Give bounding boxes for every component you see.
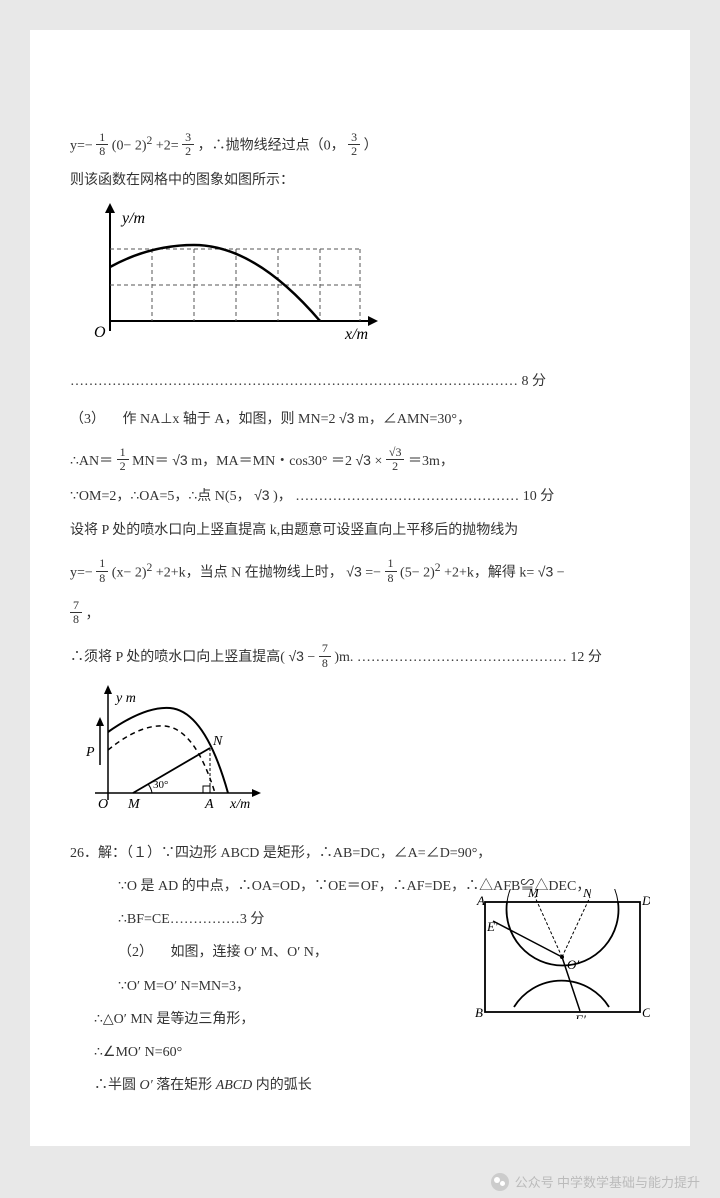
svg-text:M: M	[127, 797, 141, 812]
sqrt-symbol: √3	[346, 563, 361, 579]
svg-text:y m: y m	[114, 691, 136, 706]
equation-line: y=− 18 (x− 2)2 +2+k，当点 N 在抛物线上时， √3 =− 1…	[70, 557, 650, 587]
text: +2+k，当点 N 在抛物线上时，	[156, 565, 343, 580]
fraction: 32	[348, 131, 360, 158]
text: 如图，连接 O′ M、O′ N，	[171, 945, 328, 960]
text: +2+k，解得 k=	[444, 565, 534, 580]
sqrt-symbol: √3	[172, 452, 187, 468]
parabola-grid-graph: y/m x/m O	[80, 201, 650, 360]
fraction: 18	[385, 557, 397, 584]
text: ×	[374, 454, 382, 469]
text: +2=	[156, 139, 179, 154]
text: (x− 2)	[112, 565, 147, 580]
text-line: 26．解：（１）∵四边形 ABCD 是矩形，∴AB=DC，∠A=∠D=90°，	[70, 841, 650, 866]
svg-text:O: O	[98, 797, 108, 812]
svg-text:30°: 30°	[153, 779, 168, 791]
text: m，∠AMN=30°，	[358, 412, 471, 427]
parabola-angle-graph: y m P N O M A x/m 30°	[80, 680, 650, 829]
svg-text:F′: F′	[574, 1012, 586, 1019]
text: ∴AN＝	[70, 454, 113, 469]
score-text: 12 分	[570, 650, 602, 665]
dotted-leader: ……………………………………………………………………………………	[70, 374, 518, 389]
svg-text:D: D	[641, 893, 650, 908]
equation-line-1: y=− 18 (0− 2)2 +2= 32 ，∴抛物线经过点（0， 32 ）	[70, 130, 650, 160]
rectangle-semicircle-graph: A D B C M N E′ F′ O′	[475, 889, 650, 1028]
text: (5− 2)	[400, 565, 435, 580]
text-line: 设将 P 处的喷水口向上竖直提高 k,由题意可设竖直向上平移后的抛物线为	[70, 518, 650, 543]
svg-text:x/m: x/m	[229, 797, 250, 812]
text-line: ∴须将 P 处的喷水口向上竖直提高( √3 − 78 )m. …………………………	[70, 644, 650, 671]
fraction: 78	[70, 599, 82, 626]
svg-text:O: O	[94, 324, 106, 341]
text: )m.	[334, 650, 353, 665]
fraction: 12	[117, 446, 129, 473]
svg-text:P: P	[85, 745, 95, 760]
exponent: 2	[147, 561, 153, 574]
sqrt-symbol: √3	[254, 487, 269, 503]
sqrt-symbol: √3	[339, 410, 354, 426]
fraction: 18	[96, 131, 108, 158]
fraction: √32	[386, 446, 405, 473]
score-line: …………………………………………………………………………………… 8 分	[70, 369, 650, 394]
svg-text:O′: O′	[567, 957, 579, 972]
text: 作 NA⊥x 轴于 A，如图，则 MN=2	[123, 412, 336, 427]
text-line: ∴∠MO′ N=60°	[70, 1040, 650, 1065]
svg-text:N: N	[582, 889, 593, 900]
text: )，	[273, 489, 292, 504]
fraction: 78	[319, 642, 331, 669]
text: −	[557, 565, 565, 580]
svg-text:A: A	[476, 893, 485, 908]
sqrt-symbol: √3	[288, 648, 303, 664]
svg-text:y/m: y/m	[120, 210, 145, 227]
text: m，MA＝MN・cos30° ＝2	[191, 454, 352, 469]
text: ＝3m，	[408, 454, 454, 469]
text: ）	[364, 139, 378, 154]
svg-text:N: N	[212, 734, 223, 749]
sqrt-symbol: √3	[538, 563, 553, 579]
equation-line: ∴AN＝ 12 MN＝ √3 m，MA＝MN・cos30° ＝2 √3 × √3…	[70, 448, 650, 475]
text: （2）	[118, 945, 153, 960]
text: （3）	[70, 412, 105, 427]
text-line: 则该函数在网格中的图象如图所示：	[70, 168, 650, 193]
text: y=−	[70, 565, 93, 580]
svg-text:A: A	[204, 797, 214, 812]
svg-text:M: M	[527, 889, 540, 900]
svg-text:E′: E′	[486, 919, 498, 934]
svg-text:x/m: x/m	[344, 326, 368, 343]
watermark: 公众号 中学数学基础与能力提升	[491, 1171, 700, 1194]
dotted-leader: ………………………………………	[357, 650, 567, 665]
dotted-leader: …………………………………………	[295, 489, 519, 504]
score-text: 10 分	[523, 489, 555, 504]
svg-text:B: B	[475, 1005, 483, 1019]
text-line: ∴半圆 O′ 落在矩形 ABCD 内的弧长	[70, 1073, 650, 1098]
fraction: 32	[182, 131, 194, 158]
text: MN＝	[132, 454, 169, 469]
text: ∵OM=2，∴OA=5，∴点 N(5，	[70, 489, 251, 504]
text-line: ∵OM=2，∴OA=5，∴点 N(5， √3 )， ………………………………………	[70, 483, 650, 509]
text: ∴须将 P 处的喷水口向上竖直提高(	[70, 650, 285, 665]
text: ∴半圆 O′ 落在矩形 ABCD 内的弧长	[94, 1078, 312, 1093]
text: ，	[86, 607, 100, 622]
text: −	[307, 650, 315, 665]
text: ，∴抛物线经过点（0，	[198, 139, 345, 154]
text-line: （3） 作 NA⊥x 轴于 A，如图，则 MN=2 √3 m，∠AMN=30°，	[70, 406, 650, 432]
text: (0− 2)	[112, 139, 147, 154]
wechat-icon	[491, 1173, 509, 1191]
document-page: y=− 18 (0− 2)2 +2= 32 ，∴抛物线经过点（0， 32 ） 则…	[30, 30, 690, 1146]
score-text: 8 分	[522, 374, 547, 389]
text: =−	[365, 565, 381, 580]
exponent: 2	[147, 134, 153, 147]
exponent: 2	[435, 561, 441, 574]
watermark-text: 公众号 中学数学基础与能力提升	[515, 1171, 700, 1194]
fraction: 18	[96, 557, 108, 584]
sqrt-symbol: √3	[355, 452, 370, 468]
svg-text:C: C	[642, 1005, 650, 1019]
equation-line: 78 ，	[70, 601, 650, 628]
text: y=−	[70, 139, 93, 154]
